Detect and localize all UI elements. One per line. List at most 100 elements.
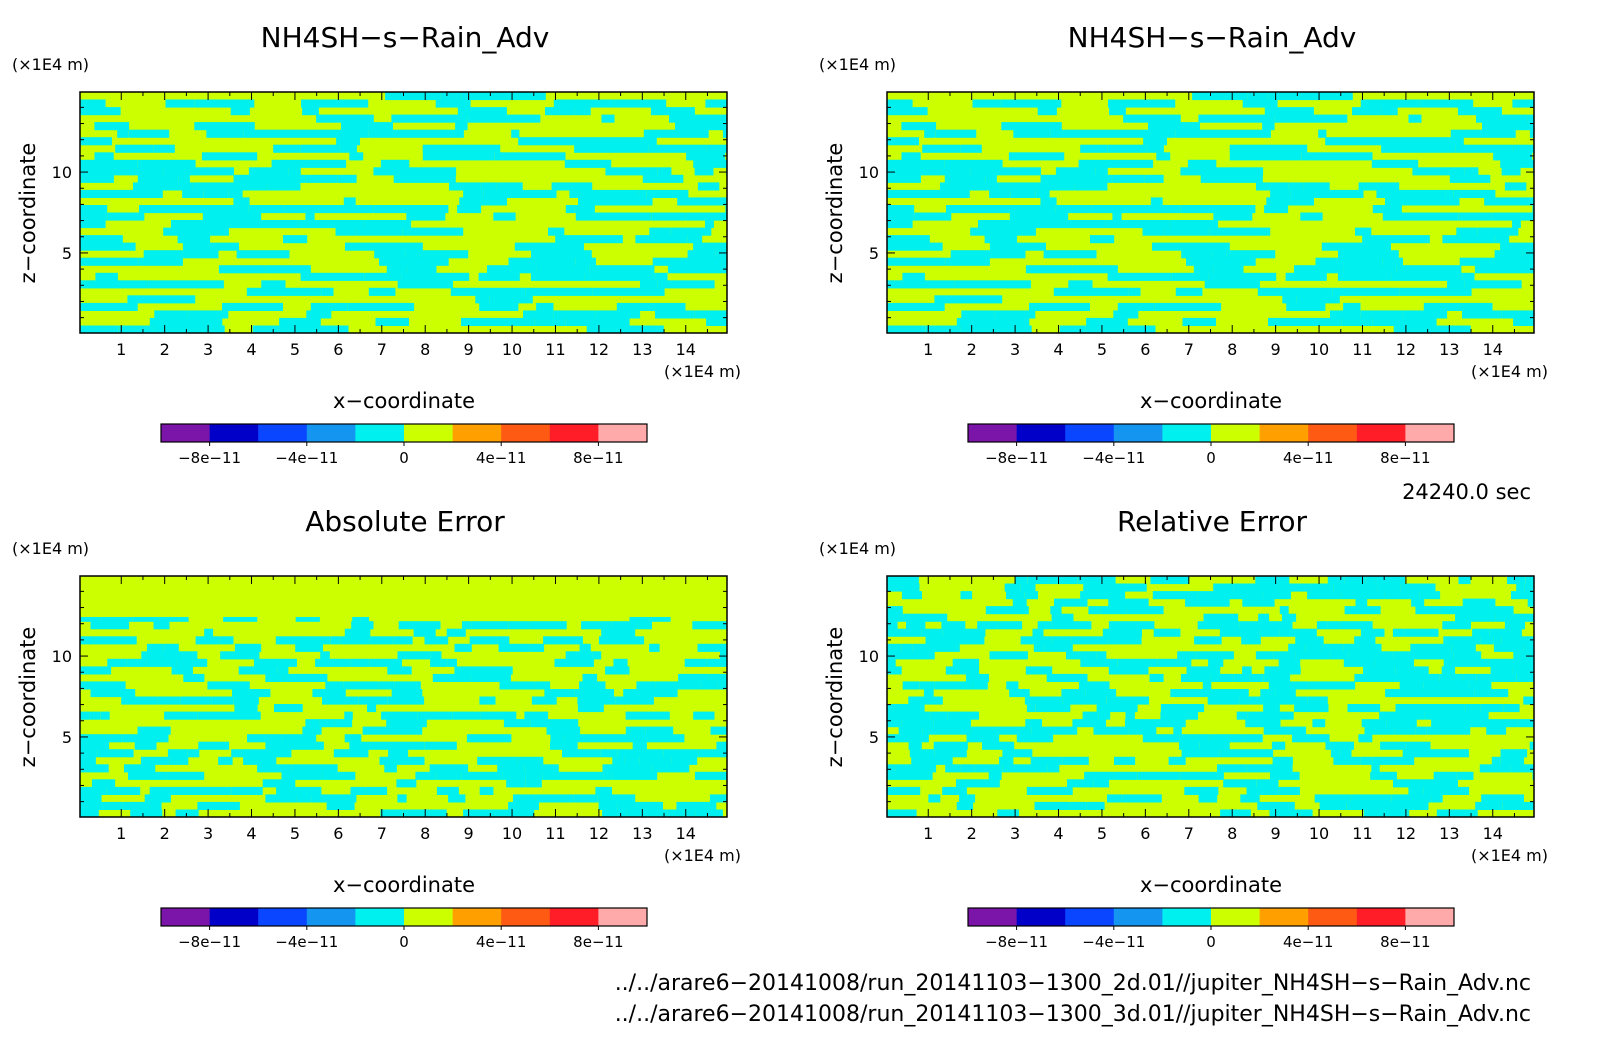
field-cell <box>687 250 716 259</box>
field-cell <box>246 287 322 296</box>
colorbar: −8e−11 −4e−11 0 4e−11 8e−11 <box>160 907 648 951</box>
field-cell <box>1037 107 1057 116</box>
field-cell <box>447 658 457 667</box>
field-cell <box>436 786 459 795</box>
field-cell <box>1427 689 1440 698</box>
field-cell <box>457 107 507 116</box>
field-cell <box>1474 265 1495 274</box>
field-cell <box>1339 621 1373 630</box>
field-cell <box>1004 583 1021 592</box>
field-cell <box>1255 576 1290 585</box>
field-cell <box>1321 583 1334 592</box>
colorbar-swatch <box>1308 908 1358 926</box>
field-cell <box>1527 114 1534 123</box>
field-cell <box>887 583 920 592</box>
field-cell <box>1494 250 1523 259</box>
field-cell <box>1511 764 1534 773</box>
field-cell <box>1395 666 1429 675</box>
field-cell <box>511 129 520 138</box>
field-cell <box>1108 666 1149 675</box>
field-cell <box>496 182 523 191</box>
field-cell <box>94 152 114 161</box>
field-cell <box>149 786 189 795</box>
field-cell <box>1360 99 1421 108</box>
field-cell <box>1198 794 1218 803</box>
field-cell <box>448 794 466 803</box>
field-cell <box>1443 658 1489 667</box>
colorbar-tick-label: −8e−11 <box>178 449 241 467</box>
field-cell <box>143 250 219 259</box>
field-cell <box>121 696 158 705</box>
field-cell <box>163 167 234 176</box>
field-cell <box>615 696 654 705</box>
field-cell <box>231 749 242 758</box>
field-cell <box>1275 689 1296 698</box>
field-cell <box>166 771 205 780</box>
field-cell <box>146 643 164 652</box>
field-cell <box>1370 771 1397 780</box>
colorbar-swatch <box>258 424 308 442</box>
field-cell <box>901 643 913 652</box>
field-cell <box>1431 794 1443 803</box>
colorbar: −8e−11 −4e−11 0 4e−11 8e−11 <box>160 423 648 467</box>
field-cell <box>1495 613 1534 622</box>
field-cell <box>1472 628 1490 637</box>
field-cell <box>93 636 137 645</box>
field-cell <box>305 719 320 728</box>
field-cell <box>241 749 251 758</box>
field-cell <box>717 681 727 690</box>
x-tick-label: 12 <box>589 824 609 843</box>
field-cell <box>940 182 1000 191</box>
field-cell <box>394 681 421 690</box>
field-cell <box>466 734 512 743</box>
x-tick-label: 3 <box>1010 340 1020 359</box>
field-cell <box>1128 726 1157 735</box>
field-cell <box>1358 182 1400 191</box>
field-cell <box>1204 280 1260 289</box>
x-tick-label: 12 <box>1396 340 1416 359</box>
field-cell <box>331 159 347 168</box>
field-cell <box>887 302 945 311</box>
x-tick-label: 2 <box>160 340 170 359</box>
field-cell <box>924 129 936 138</box>
field-cell <box>1327 576 1345 585</box>
field-cell <box>612 621 638 630</box>
field-cell <box>446 628 466 637</box>
field-cell <box>887 107 928 116</box>
field-cell <box>548 227 565 236</box>
field-cell <box>267 182 301 191</box>
y-unit-label: (×1E4 m) <box>12 539 89 558</box>
field-cell <box>687 235 703 244</box>
field-cell <box>706 658 727 667</box>
field-cell <box>638 189 647 198</box>
colorbar-swatch <box>161 424 210 442</box>
field-cell <box>178 613 189 622</box>
x-tick-label: 9 <box>464 824 474 843</box>
field-cell <box>1424 711 1464 720</box>
colorbar-tick-label: 8e−11 <box>573 449 623 467</box>
colorbar-swatch <box>1016 424 1066 442</box>
field-cell <box>94 122 130 131</box>
field-cell <box>1330 651 1349 660</box>
field-cell <box>144 794 171 803</box>
field-cell <box>1343 658 1375 667</box>
field-cell <box>197 801 240 810</box>
field-cell <box>1469 719 1506 728</box>
field-cell <box>1268 92 1304 101</box>
field-cell <box>934 749 967 758</box>
colorbar-swatch <box>1162 908 1212 926</box>
field-cell <box>887 325 903 333</box>
field-cell <box>697 643 727 652</box>
field-cell <box>134 167 164 176</box>
field-cell <box>349 741 382 750</box>
field-cell <box>1512 220 1521 229</box>
field-cell <box>1061 689 1086 698</box>
field-cell <box>1024 591 1038 600</box>
field-cell <box>360 613 370 622</box>
field-cell <box>646 189 689 198</box>
field-cell <box>928 794 941 803</box>
x-axis-label: x−coordinate <box>1140 873 1282 897</box>
field-cell <box>577 704 604 713</box>
field-cell <box>1347 704 1381 713</box>
field-cell <box>238 666 278 675</box>
